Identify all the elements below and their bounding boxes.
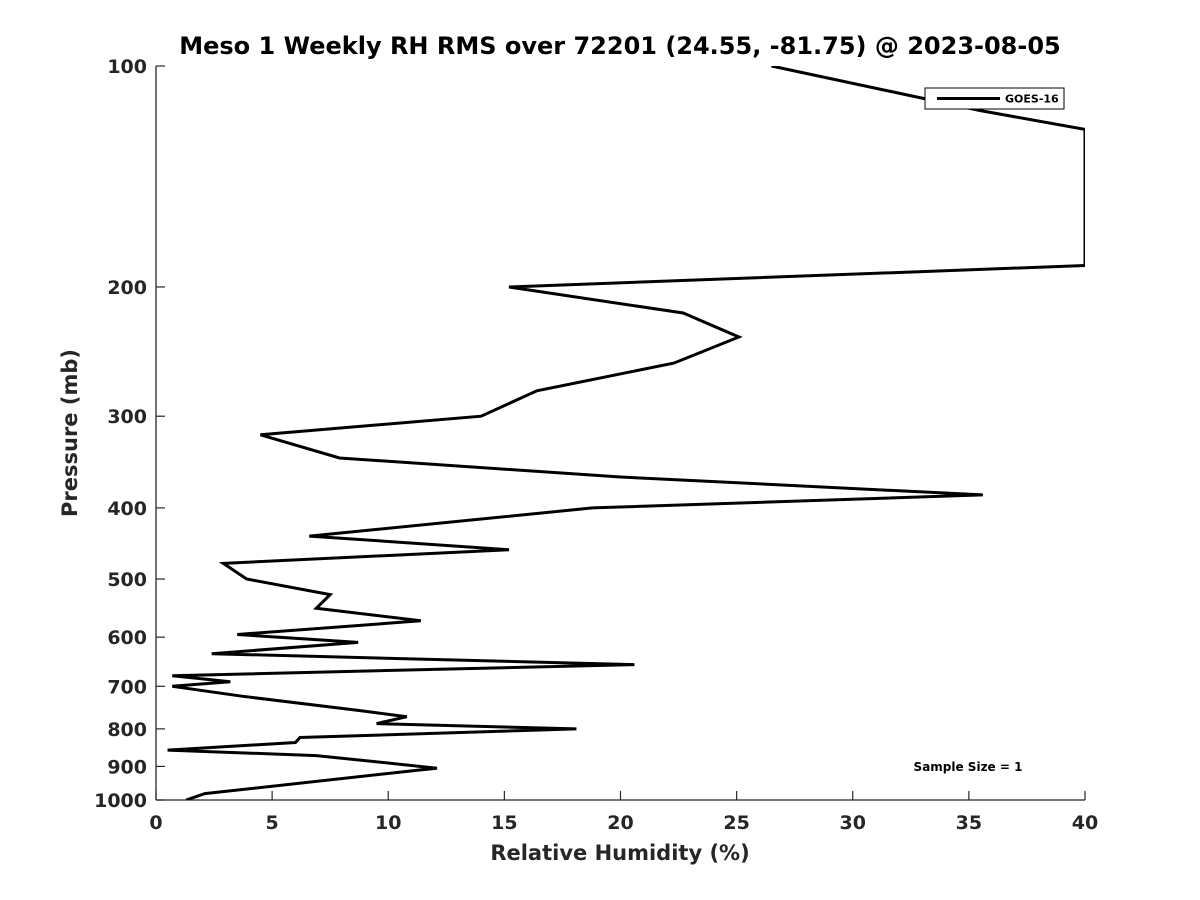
legend-label-goes-16: GOES-16 <box>1005 93 1059 106</box>
y-tick-label: 100 <box>107 56 147 78</box>
y-tick-label: 900 <box>107 756 147 778</box>
y-tick-label: 200 <box>107 277 147 299</box>
y-tick-label: 300 <box>107 406 147 428</box>
x-tick-label: 15 <box>491 812 517 834</box>
x-tick-label: 20 <box>607 812 633 834</box>
x-tick-label: 25 <box>723 812 749 834</box>
series-layer <box>167 66 1085 800</box>
series-line-goes-16 <box>167 66 1085 800</box>
chart-title: Meso 1 Weekly RH RMS over 72201 (24.55, … <box>179 32 1061 60</box>
x-axis-label: Relative Humidity (%) <box>490 841 749 865</box>
x-axis-ticks: 0 5 10 15 20 25 30 35 40 <box>149 791 1098 834</box>
x-tick-label: 0 <box>149 812 162 834</box>
y-tick-label: 600 <box>107 627 147 649</box>
y-tick-label: 400 <box>107 498 147 520</box>
y-tick-label: 500 <box>107 569 147 591</box>
y-axis-label: Pressure (mb) <box>58 349 82 517</box>
sample-size-annotation: Sample Size = 1 <box>914 760 1023 774</box>
y-tick-label: 1000 <box>94 790 147 812</box>
x-tick-label: 5 <box>266 812 279 834</box>
y-axis-ticks: 100 200 300 400 500 600 700 800 900 1000 <box>94 56 165 812</box>
x-tick-label: 35 <box>956 812 982 834</box>
x-tick-label: 40 <box>1072 812 1098 834</box>
x-tick-label: 10 <box>375 812 401 834</box>
y-tick-label: 800 <box>107 719 147 741</box>
x-tick-label: 30 <box>840 812 866 834</box>
y-tick-label: 700 <box>107 676 147 698</box>
legend: GOES-16 <box>924 87 1065 110</box>
